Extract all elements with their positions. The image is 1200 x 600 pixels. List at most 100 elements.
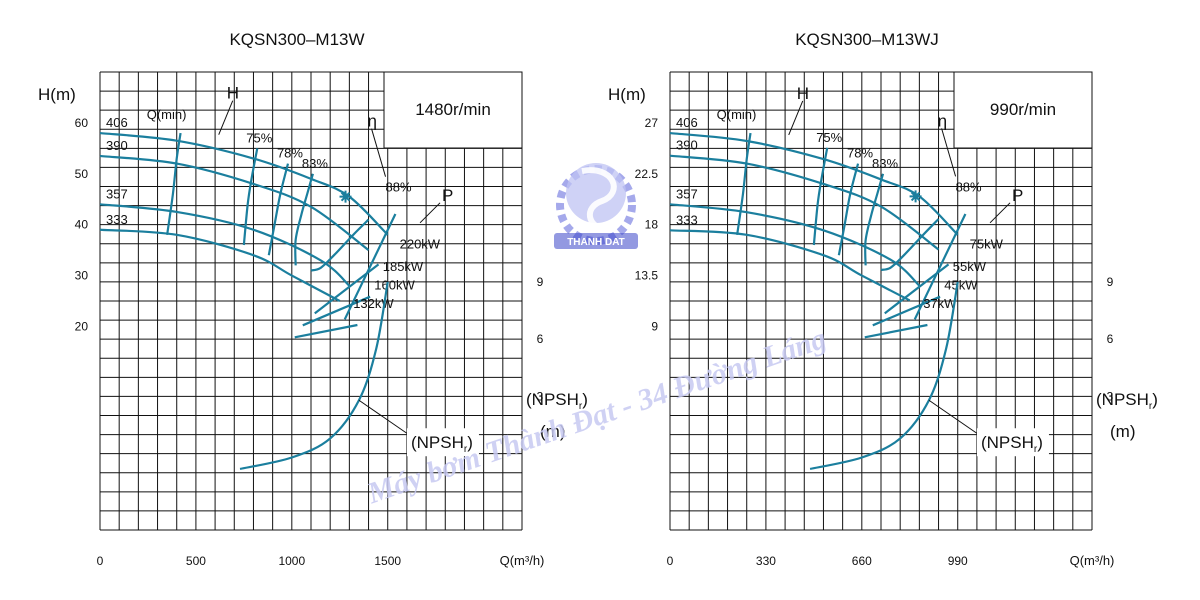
logo-banner	[554, 233, 638, 249]
efficiency-label: 75%	[246, 130, 272, 145]
y-tick-label: 13.5	[635, 269, 659, 283]
head-curve-333	[99, 228, 341, 302]
efficiency-label: 75%	[816, 130, 842, 145]
p-leader	[989, 202, 1011, 224]
y-tick-label: 40	[75, 218, 89, 232]
x-tick-label: 1000	[278, 554, 305, 568]
logo-text: THANH DAT	[567, 237, 625, 248]
diameter-label: 357	[676, 186, 698, 201]
head-curve-406	[669, 131, 959, 236]
x-axis-label: Q(m³/h)	[1070, 553, 1115, 568]
head-curve-390	[99, 154, 370, 251]
power-curve	[872, 295, 941, 327]
speed-label: 990r/min	[990, 100, 1056, 119]
power-label: 185kW	[383, 259, 424, 274]
x-axis-label: Q(m³/h)	[500, 553, 545, 568]
npsh-curve	[239, 281, 389, 471]
diameter-label: 357	[106, 186, 128, 201]
power-label: 75kW	[970, 236, 1004, 251]
eta-label: η	[938, 111, 947, 130]
x-tick-label: 0	[97, 554, 104, 568]
efficiency-curve	[166, 132, 182, 235]
thanh-dat-logo: THANH DAT	[554, 163, 638, 249]
diameter-label: 333	[106, 212, 128, 227]
y-axis-label: H(m)	[38, 85, 76, 104]
speed-box	[383, 71, 523, 149]
y-tick-label: 60	[75, 116, 89, 130]
head-curve-390	[669, 154, 940, 251]
eta-label: η	[368, 112, 377, 131]
power-label: 55kW	[953, 259, 987, 274]
npsh-label-bg	[406, 428, 479, 457]
power-curve	[913, 213, 967, 320]
npsh-curve-label: (NPSHr)	[981, 433, 1043, 455]
h-leader	[218, 100, 234, 135]
best-efficiency-point	[909, 190, 922, 203]
y-tick-label: 30	[75, 269, 89, 283]
efficiency-label: Q(min)	[717, 107, 757, 122]
npsh-axis-unit: (m)	[540, 422, 565, 441]
x-tick-label: 990	[948, 554, 968, 568]
x-tick-label: 0	[667, 554, 674, 568]
npsh-tick-label: 6	[1107, 332, 1114, 346]
power-label: 160kW	[374, 278, 415, 293]
p-label: P	[1012, 186, 1023, 205]
npsh-tick-label: 6	[537, 332, 544, 346]
npsh-tick-label: 3	[537, 389, 544, 403]
diameter-label: 390	[676, 138, 698, 153]
diameter-label: 333	[676, 212, 698, 227]
head-curve-357	[99, 203, 351, 287]
head-curve-357	[669, 203, 921, 287]
speed-label: 1480r/min	[415, 100, 491, 119]
speed-box	[953, 71, 1093, 149]
npsh-curve-label: (NPSHr)	[411, 433, 473, 455]
best-efficiency-label: 88%	[956, 179, 982, 194]
efficiency-label: 78%	[277, 146, 303, 161]
efficiency-curve	[310, 218, 370, 272]
x-tick-label: 1500	[374, 554, 401, 568]
x-tick-label: 500	[186, 554, 206, 568]
efficiency-curve	[242, 148, 259, 246]
efficiency-curve	[864, 173, 885, 266]
power-label: 37kW	[923, 296, 957, 311]
best-efficiency-point	[339, 190, 352, 203]
y-tick-label: 27	[645, 116, 659, 130]
efficiency-label: Q(min)	[147, 107, 187, 122]
power-curve	[302, 295, 371, 327]
power-curve	[314, 263, 380, 315]
y-axis-label: H(m)	[608, 85, 646, 104]
logo-swirl-icon	[581, 167, 617, 234]
x-tick-label: 330	[756, 554, 776, 568]
efficiency-curve	[837, 163, 860, 256]
watermark-text: Máy bơm Thành Đạt - 34 Đường Láng	[362, 322, 830, 511]
npsh-tick-label: 9	[1107, 275, 1114, 289]
efficiency-curve	[736, 132, 752, 235]
eta-leader	[941, 128, 957, 177]
best-efficiency-label: 88%	[386, 180, 412, 195]
eta-leader	[371, 128, 387, 177]
efficiency-label: 78%	[847, 146, 873, 161]
x-tick-label: 660	[852, 554, 872, 568]
npsh-axis-label: (NPSHr)	[1096, 390, 1158, 412]
diameter-label: 406	[106, 115, 128, 130]
head-curve-333	[669, 229, 911, 302]
npsh-tick-label: 9	[537, 275, 544, 289]
efficiency-curve	[880, 218, 940, 271]
y-tick-label: 9	[651, 319, 658, 333]
diameter-label: 406	[676, 115, 698, 130]
efficiency-curve	[294, 173, 314, 266]
power-label: 220kW	[400, 236, 441, 251]
y-tick-label: 20	[75, 319, 89, 333]
power-curve	[884, 263, 950, 315]
power-curve	[864, 323, 928, 339]
power-curve	[343, 213, 397, 320]
efficiency-label: 83%	[302, 156, 328, 171]
p-leader	[419, 202, 441, 224]
power-label: 45kW	[944, 278, 978, 293]
y-tick-label: 22.5	[635, 167, 659, 181]
h-label: H	[797, 84, 809, 103]
power-label: 132kW	[353, 296, 394, 311]
efficiency-label: 83%	[872, 156, 898, 171]
npsh-axis-label: (NPSHr)	[526, 390, 588, 412]
